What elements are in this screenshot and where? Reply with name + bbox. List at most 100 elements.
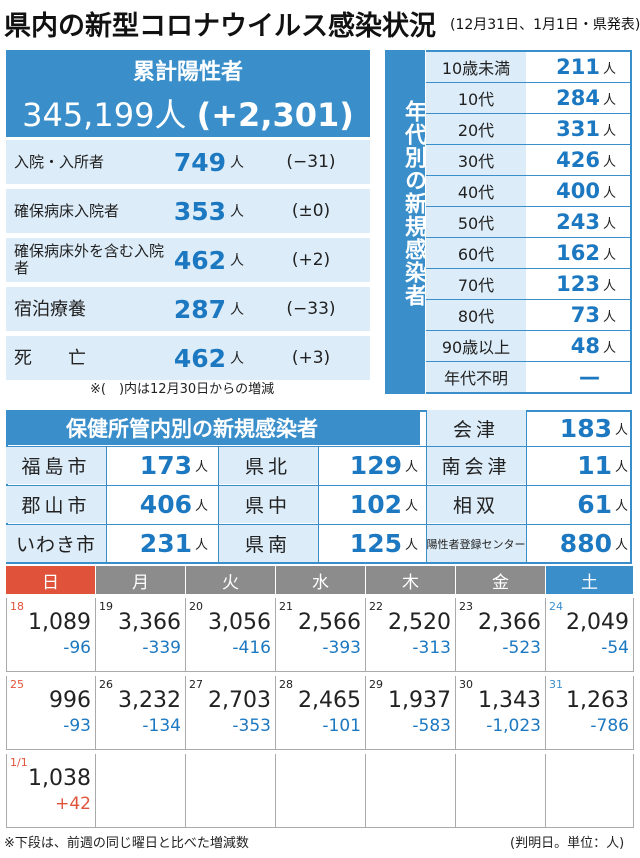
age-row: 80代 73 人: [426, 300, 632, 331]
calendar-day-cell: 29 1,937 -583: [366, 676, 456, 750]
page-title: 県内の新型コロナウイルス感染状況: [4, 11, 436, 42]
calendar-change: -101: [322, 716, 361, 736]
region-name: 福島市: [6, 447, 106, 484]
calendar-count: 3,366: [118, 610, 181, 635]
calendar-count: 2,703: [208, 688, 271, 713]
calendar-count: 1,263: [566, 688, 629, 713]
age-value: 48: [570, 334, 600, 358]
region-name: 県北: [218, 447, 318, 484]
stat-label: 死 亡: [14, 347, 86, 369]
region-hline: [6, 485, 632, 486]
region-value-cell: 880 人: [526, 525, 634, 562]
stat-row: 死 亡 462 人 (+3): [6, 336, 370, 382]
age-label: 80代: [426, 300, 526, 330]
stat-change: (+2): [291, 250, 331, 270]
calendar-day-cell: [186, 754, 276, 828]
weekday-header: 水: [276, 566, 366, 594]
stat-change: (−31): [286, 152, 336, 172]
stat-row: 確保病床入院者 353 人 (±0): [6, 189, 370, 235]
region-unit: 人: [194, 538, 208, 553]
region-value: 406: [139, 490, 192, 519]
calendar-count: 1,937: [388, 688, 451, 713]
calendar-change: -583: [412, 716, 451, 736]
age-row: 20代 331 人: [426, 114, 632, 145]
cumulative-label: 累計陽性者: [132, 60, 243, 85]
calendar-count: 2,566: [298, 610, 361, 635]
calendar-day-number: 31: [549, 678, 563, 691]
region-value: 880: [559, 529, 612, 558]
region-value: 61: [577, 490, 612, 519]
calendar-day-number: 27: [189, 678, 203, 691]
calendar-count: 3,056: [208, 610, 271, 635]
calendar-count: 1,089: [28, 610, 91, 635]
age-label: 70代: [426, 269, 526, 299]
age-value: 123: [556, 272, 600, 296]
calendar-day-cell: 27 2,703 -353: [186, 676, 276, 750]
age-label: 10代: [426, 83, 526, 113]
region-value-cell: 231 人: [106, 525, 214, 562]
region-vline: [106, 446, 107, 564]
age-value: —: [579, 365, 600, 389]
region-value-cell: 173 人: [106, 447, 214, 484]
region-unit: 人: [614, 499, 628, 514]
calendar-day-number: 1/1: [10, 756, 28, 769]
region-name: 南会津: [426, 447, 526, 484]
calendar-change: -1,023: [486, 716, 541, 736]
calendar-day-number: 26: [99, 678, 113, 691]
calendar-day-number: 18: [10, 600, 24, 613]
calendar-day-cell: 21 2,566 -393: [276, 598, 366, 672]
calendar-day-number: 30: [459, 678, 473, 691]
region-vline: [526, 446, 527, 564]
calendar-count: 1,038: [28, 766, 91, 791]
calendar-day-cell: [276, 754, 366, 828]
calendar-day-cell: 30 1,343 -1,023: [456, 676, 546, 750]
region-value: 183: [559, 414, 612, 443]
calendar-day-number: 19: [99, 600, 113, 613]
calendar-day-number: 24: [549, 600, 563, 613]
region-value-cell: 129 人: [318, 447, 424, 484]
age-label: 年代不明: [426, 362, 526, 392]
calendar-change: -54: [601, 638, 629, 658]
weekday-header: 月: [96, 566, 186, 594]
region-value: 102: [349, 490, 402, 519]
stat-label: 入院・入所者: [14, 152, 105, 171]
region-unit: 人: [404, 460, 418, 475]
age-row: 90歳以上 48 人: [426, 331, 632, 362]
region-hline: [6, 524, 632, 525]
weekday-header: 土: [546, 566, 634, 594]
age-label: 90歳以上: [426, 331, 526, 361]
calendar-day-cell: 22 2,520 -313: [366, 598, 456, 672]
region-value-cell: 61 人: [526, 486, 634, 523]
stat-unit: 人: [230, 155, 244, 171]
region-name: 陽性者登録センター: [426, 525, 526, 562]
age-value: 162: [556, 241, 600, 265]
region-unit: 人: [614, 460, 628, 475]
region-name: 会津: [426, 410, 526, 447]
region-unit: 人: [404, 499, 418, 514]
calendar-change: +42: [55, 794, 91, 814]
calendar-day-cell: [456, 754, 546, 828]
region-name: いわき市: [6, 525, 106, 562]
age-row: 10歳未満 211 人: [426, 52, 632, 83]
calendar-day-cell: 25 996 -93: [6, 676, 96, 750]
calendar-day-cell: 20 3,056 -416: [186, 598, 276, 672]
calendar-day-cell: 1/1 1,038 +42: [6, 754, 96, 828]
calendar-count: 1,343: [478, 688, 541, 713]
region-vline: [318, 446, 319, 564]
age-value: 284: [556, 86, 600, 110]
calendar-count: 2,465: [298, 688, 361, 713]
calendar-day-cell: [366, 754, 456, 828]
age-unit: 人: [603, 61, 617, 77]
age-unit: 人: [603, 340, 617, 356]
region-value-cell: 183 人: [526, 410, 634, 447]
stat-change: (+3): [291, 348, 331, 368]
calendar-day-number: 28: [279, 678, 293, 691]
region-value-cell: 406 人: [106, 486, 214, 523]
age-unit: 人: [603, 123, 617, 139]
calendar-day-cell: 28 2,465 -101: [276, 676, 366, 750]
calendar-count: 2,366: [478, 610, 541, 635]
calendar-change: -339: [142, 638, 181, 658]
calendar-day-cell: 24 2,049 -54: [546, 598, 634, 672]
age-unit: 人: [603, 154, 617, 170]
age-value: 73: [570, 303, 600, 327]
